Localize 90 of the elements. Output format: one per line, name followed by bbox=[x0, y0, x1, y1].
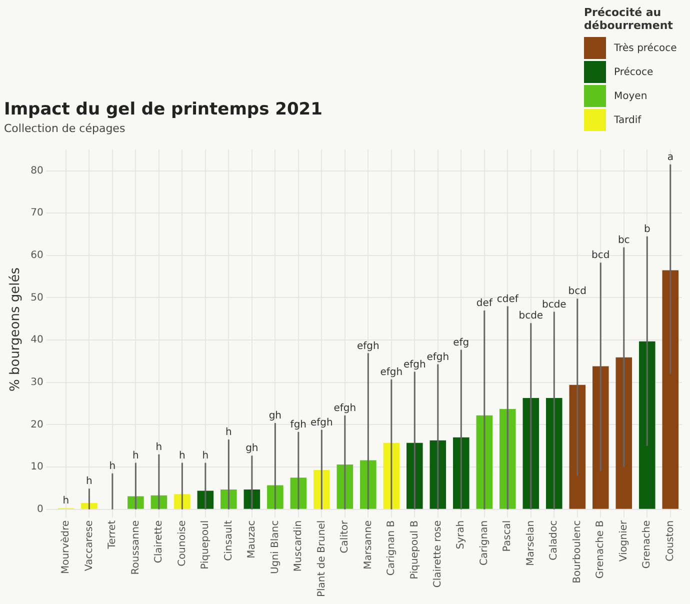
y-tick-label: 70 bbox=[30, 208, 44, 219]
y-axis-title: % bourgeons gelés bbox=[8, 267, 24, 392]
x-tick-label: Piquepoul bbox=[200, 520, 212, 570]
x-tick-label: Roussanne bbox=[130, 520, 142, 575]
x-tick-label: Bourboulenc bbox=[572, 520, 583, 584]
y-tick-label: 20 bbox=[30, 419, 44, 430]
y-tick-label: 60 bbox=[30, 250, 44, 262]
x-tick-label: Clairette bbox=[154, 520, 165, 564]
bar bbox=[174, 494, 190, 509]
annotation: fgh bbox=[290, 420, 307, 431]
bar bbox=[453, 437, 470, 509]
x-tick-label: Mourvèdre bbox=[60, 520, 72, 574]
annotation: def bbox=[476, 298, 493, 310]
bar bbox=[546, 398, 562, 509]
x-tick-label: Mauzac bbox=[246, 520, 258, 558]
x-tick-label: Muscardin bbox=[293, 520, 304, 572]
x-tick-label: Vaccarese bbox=[84, 520, 95, 572]
x-tick-label: Ugni Blanc bbox=[270, 520, 281, 574]
bar bbox=[500, 409, 516, 509]
bar bbox=[220, 489, 237, 509]
bar bbox=[360, 460, 376, 509]
annotation: bcde bbox=[518, 310, 544, 322]
x-tick-label: Grenache bbox=[642, 520, 653, 569]
x-tick-label: Couston bbox=[664, 520, 676, 562]
bar bbox=[290, 478, 307, 509]
annotation: efgh bbox=[334, 403, 356, 414]
bar bbox=[267, 485, 284, 509]
bar bbox=[81, 503, 98, 509]
annotation: gh bbox=[246, 443, 258, 454]
legend-label: Très précoce bbox=[614, 42, 677, 54]
bar bbox=[638, 341, 656, 509]
annotation: h bbox=[132, 450, 139, 462]
bar bbox=[616, 357, 632, 509]
legend-title: Précocité au débourrement bbox=[584, 6, 674, 32]
annotation: efgh bbox=[403, 359, 426, 370]
annotation: efgh bbox=[310, 417, 333, 428]
x-tick-label: Calitor bbox=[340, 519, 351, 554]
x-tick-label: Marsanne bbox=[362, 520, 374, 570]
x-tick-label: Caladoc bbox=[548, 520, 560, 560]
chart-subtitle: Collection de cépages bbox=[4, 122, 126, 135]
x-tick-label: Marselan bbox=[525, 520, 536, 566]
y-tick-label: 0 bbox=[36, 504, 44, 515]
bar bbox=[244, 489, 260, 509]
annotation: efg bbox=[453, 337, 470, 348]
legend-label: Précoce bbox=[614, 66, 654, 78]
annotation: h bbox=[202, 450, 209, 462]
annotation: efgh bbox=[356, 340, 380, 352]
annotation: h bbox=[179, 450, 186, 462]
annotation: b bbox=[644, 224, 650, 235]
annotation: bcd bbox=[568, 286, 586, 298]
y-tick-label: 50 bbox=[30, 292, 44, 304]
bar bbox=[314, 470, 330, 509]
annotation: h bbox=[62, 496, 70, 507]
bar bbox=[592, 366, 609, 509]
annotation: h bbox=[226, 427, 232, 438]
annotation: cdef bbox=[496, 294, 519, 305]
chart-title: Impact du gel de printemps 2021 bbox=[4, 100, 322, 120]
annotation: h bbox=[109, 460, 116, 472]
x-tick-label: Carignan B bbox=[386, 520, 398, 576]
x-tick-label: Piquepoul B bbox=[409, 520, 420, 580]
y-tick-label: 80 bbox=[30, 165, 44, 176]
x-tick-label: Terret bbox=[107, 520, 118, 550]
y-tick-label: 30 bbox=[30, 376, 44, 388]
annotation: bc bbox=[618, 234, 630, 246]
x-tick-label: Counoise bbox=[176, 520, 188, 566]
x-tick-label: Cinsault bbox=[223, 520, 234, 561]
x-tick-label: Syrah bbox=[456, 520, 467, 550]
legend-label: Moyen bbox=[614, 90, 648, 102]
x-tick-label: Plant de Brunel bbox=[316, 520, 328, 598]
annotation: bcde bbox=[542, 299, 566, 310]
x-tick-label: Grenache B bbox=[595, 520, 606, 579]
annotation: h bbox=[156, 442, 162, 453]
annotation: a bbox=[667, 152, 674, 164]
y-tick-label: 10 bbox=[30, 462, 44, 473]
bar bbox=[406, 442, 423, 509]
annotation: bcd bbox=[592, 250, 610, 262]
annotation: h bbox=[86, 476, 92, 488]
x-tick-label: Carignan bbox=[478, 520, 490, 566]
bar bbox=[197, 490, 214, 509]
annotation: efgh bbox=[380, 367, 403, 378]
x-tick-label: Viognier bbox=[618, 519, 630, 562]
bar bbox=[662, 270, 679, 509]
x-tick-label: Clairette rose bbox=[432, 520, 444, 588]
x-tick-label: Pascal bbox=[502, 520, 514, 552]
bar bbox=[128, 496, 144, 509]
annotation: gh bbox=[268, 410, 282, 422]
annotation: efgh bbox=[426, 352, 450, 363]
legend-label: Tardif bbox=[614, 114, 642, 126]
bar bbox=[569, 384, 586, 509]
y-tick-label: 40 bbox=[30, 334, 44, 346]
